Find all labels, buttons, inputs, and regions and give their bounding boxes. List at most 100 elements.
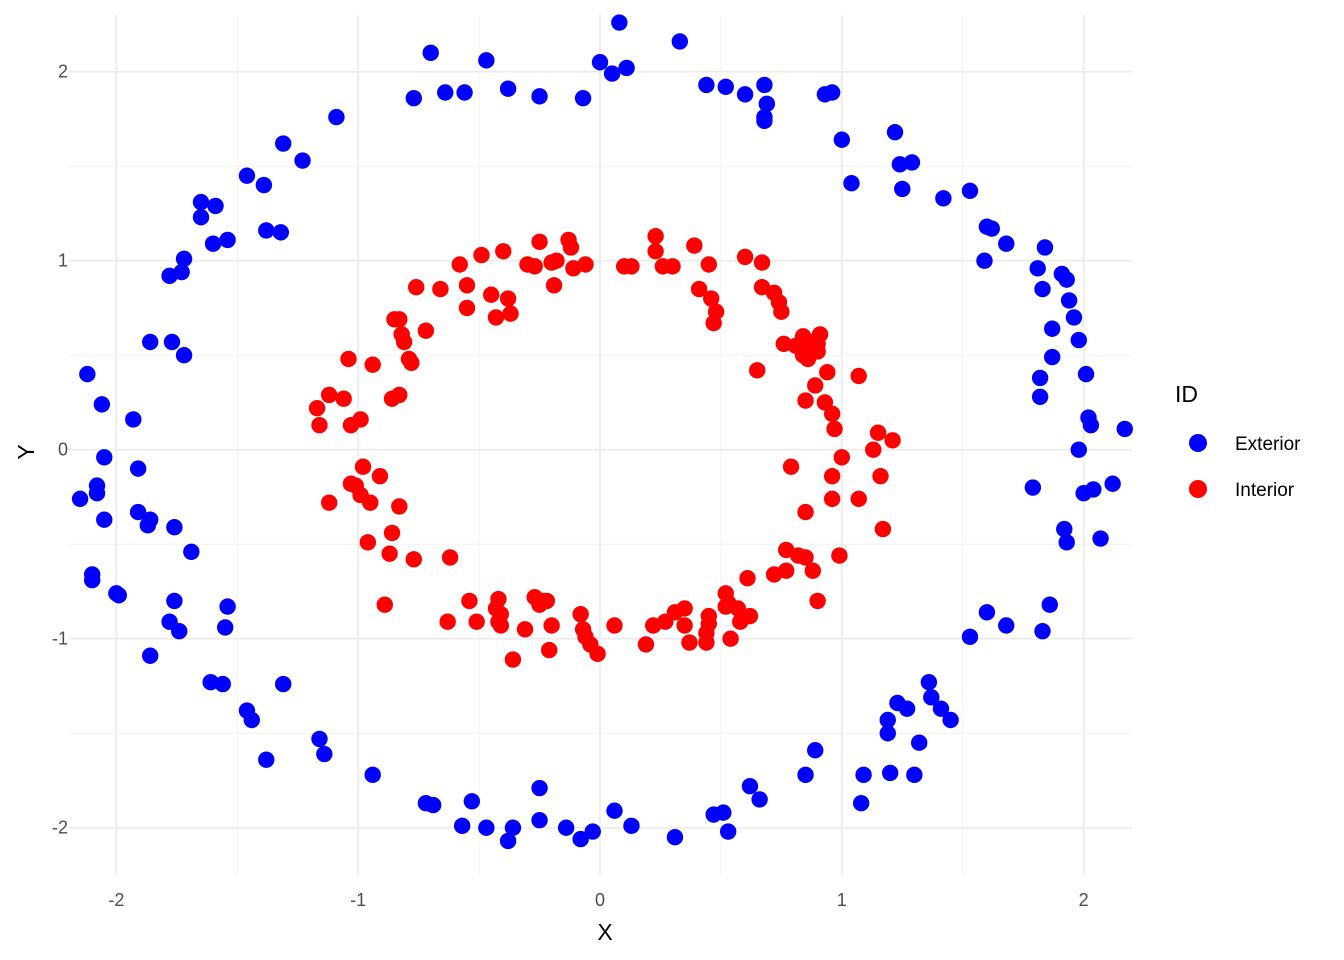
data-point	[729, 600, 747, 617]
data-point	[1036, 239, 1054, 256]
data-point	[998, 235, 1015, 252]
x-tick-label: 2	[1079, 890, 1089, 910]
data-point	[340, 350, 357, 368]
data-point	[71, 490, 89, 508]
data-point	[93, 396, 111, 413]
data-point	[499, 832, 517, 850]
data-point	[492, 617, 510, 634]
data-point	[756, 76, 773, 94]
data-point	[807, 742, 824, 759]
data-point	[715, 804, 732, 821]
data-point	[275, 675, 292, 693]
data-point	[886, 123, 904, 141]
data-point	[456, 84, 473, 101]
data-point	[531, 233, 548, 251]
legend-item-exterior: Exterior	[1189, 434, 1301, 455]
data-point	[272, 224, 289, 241]
data-point	[391, 311, 408, 328]
data-point	[850, 490, 867, 508]
data-point	[681, 634, 698, 651]
data-point	[852, 794, 870, 812]
data-point	[961, 182, 979, 199]
data-point	[403, 354, 420, 371]
data-point	[606, 617, 623, 634]
data-point	[461, 592, 478, 610]
data-point	[335, 390, 352, 407]
data-point	[741, 777, 759, 795]
data-point	[364, 766, 381, 784]
data-point	[831, 547, 848, 564]
data-point	[548, 252, 565, 269]
data-point	[557, 819, 575, 836]
data-point	[577, 256, 594, 273]
data-point	[591, 54, 609, 71]
data-point	[584, 823, 601, 840]
data-point	[192, 209, 210, 226]
data-point	[166, 592, 183, 610]
data-point	[623, 258, 640, 275]
data-point	[833, 449, 851, 466]
data-point	[894, 180, 911, 198]
data-point	[1029, 260, 1046, 277]
data-point	[1056, 520, 1073, 538]
data-point	[468, 613, 485, 630]
data-point	[395, 333, 413, 351]
data-point	[499, 80, 517, 97]
data-point	[531, 811, 548, 829]
data-point	[676, 600, 693, 617]
data-point	[797, 503, 814, 521]
data-point	[482, 286, 500, 303]
data-point	[258, 751, 275, 768]
data-point	[352, 411, 369, 428]
data-point	[391, 386, 408, 404]
data-point	[478, 819, 495, 836]
data-point	[657, 613, 674, 630]
data-point	[698, 76, 715, 94]
data-point	[320, 386, 338, 404]
data-point	[765, 566, 783, 583]
data-point	[1082, 416, 1100, 434]
data-point	[88, 484, 106, 502]
data-point	[978, 604, 996, 621]
data-point	[192, 193, 210, 211]
data-point	[823, 467, 841, 485]
data-point	[219, 598, 236, 615]
data-point	[666, 828, 684, 846]
data-point	[807, 377, 824, 394]
data-point	[606, 802, 623, 819]
data-point	[166, 519, 183, 536]
data-point	[238, 167, 256, 184]
data-point	[703, 290, 720, 307]
data-point	[499, 290, 517, 307]
data-point	[432, 280, 449, 298]
data-point	[865, 441, 882, 458]
data-point	[175, 347, 193, 364]
data-point	[1070, 331, 1088, 349]
data-point	[932, 700, 950, 717]
data-point	[1044, 320, 1061, 337]
legend-items: Exterior Interior	[1189, 434, 1301, 501]
data-point	[216, 619, 234, 636]
data-point	[891, 156, 909, 173]
data-point	[804, 562, 821, 579]
data-point	[371, 467, 389, 485]
data-point	[872, 467, 889, 485]
data-point	[751, 791, 768, 808]
data-point	[676, 617, 693, 634]
data-point	[722, 630, 739, 647]
data-point	[705, 314, 722, 332]
x-tick-label: 1	[837, 890, 847, 910]
data-point	[717, 78, 734, 96]
data-point	[364, 356, 381, 373]
data-point	[183, 543, 200, 560]
data-point	[782, 458, 800, 475]
data-point	[572, 605, 589, 623]
data-point	[736, 86, 754, 103]
legend-label: Interior	[1235, 480, 1295, 501]
data-point	[1070, 441, 1088, 458]
data-point	[541, 641, 558, 659]
x-axis-tick-labels: -2 -1 0 1 2	[108, 890, 1088, 910]
data-point	[362, 494, 379, 511]
data-point	[142, 647, 159, 664]
data-point	[906, 766, 923, 784]
